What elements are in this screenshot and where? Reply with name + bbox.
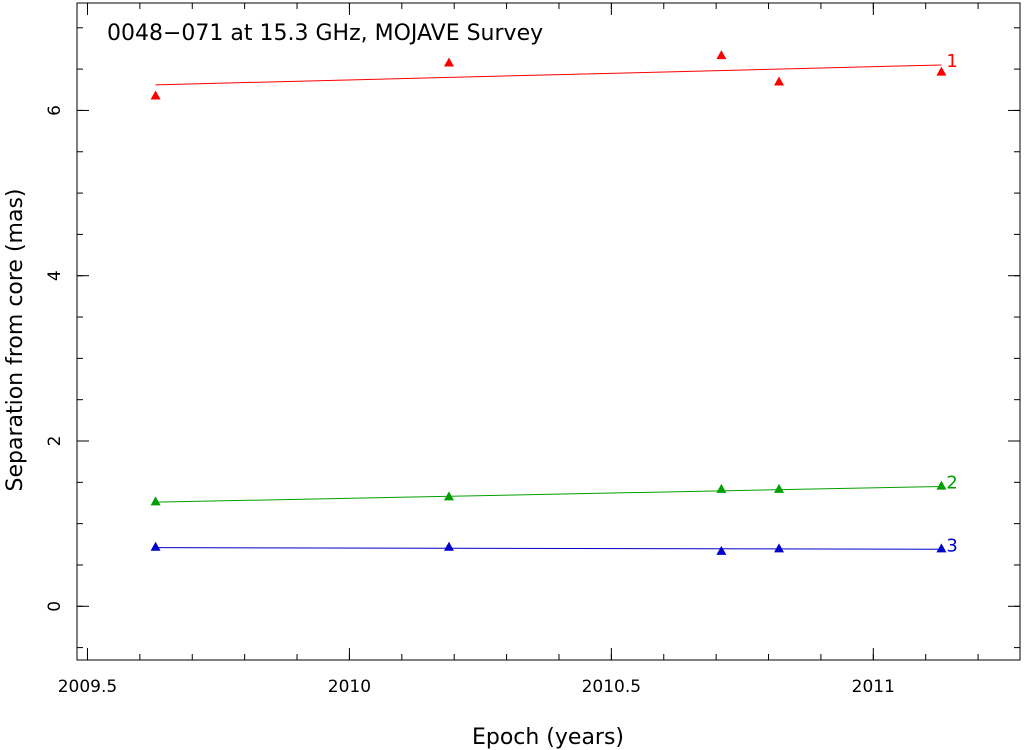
data-point [443,57,454,67]
fit-line-3 [155,547,942,550]
series-3: 3 [150,535,958,556]
y-tick-label: 6 [45,105,65,116]
x-tick-label: 2009.5 [58,677,117,697]
y-axis-label: Separation from core (mas) [3,189,28,492]
x-axis-label: Epoch (years) [472,725,624,750]
y-tick-label: 0 [45,601,65,612]
x-tick-label: 2010.5 [582,677,641,697]
data-point [716,483,727,493]
data-point [443,541,454,551]
data-point [716,545,727,555]
tick-labels: 2009.5 2010 2010.5 2011 0 2 4 6 [45,105,895,697]
data-point [150,90,161,100]
x-tick-label: 2010 [328,677,371,697]
y-tick-label: 2 [45,436,65,447]
data-point [150,496,161,506]
series-layer: 1 2 3 [150,50,958,556]
series-label-1: 1 [946,51,957,72]
fit-line-2 [155,485,942,503]
fit-line-1 [155,64,942,86]
series-1: 1 [150,50,958,100]
data-point [936,543,947,553]
data-point [774,76,785,86]
data-point [774,543,785,553]
data-point [716,50,727,60]
data-point [936,66,947,76]
x-tick-label: 2011 [852,677,895,697]
axis-ticks [77,3,1020,660]
data-point [150,541,161,551]
chart-title: 0048−071 at 15.3 GHz, MOJAVE Survey [107,21,543,46]
plot-frame [76,2,1021,661]
y-tick-label: 4 [45,270,65,281]
series-label-3: 3 [946,535,957,556]
series-2: 2 [150,472,958,506]
data-point [774,483,785,493]
series-label-2: 2 [946,472,957,493]
data-point [936,480,947,490]
data-point [443,491,454,501]
